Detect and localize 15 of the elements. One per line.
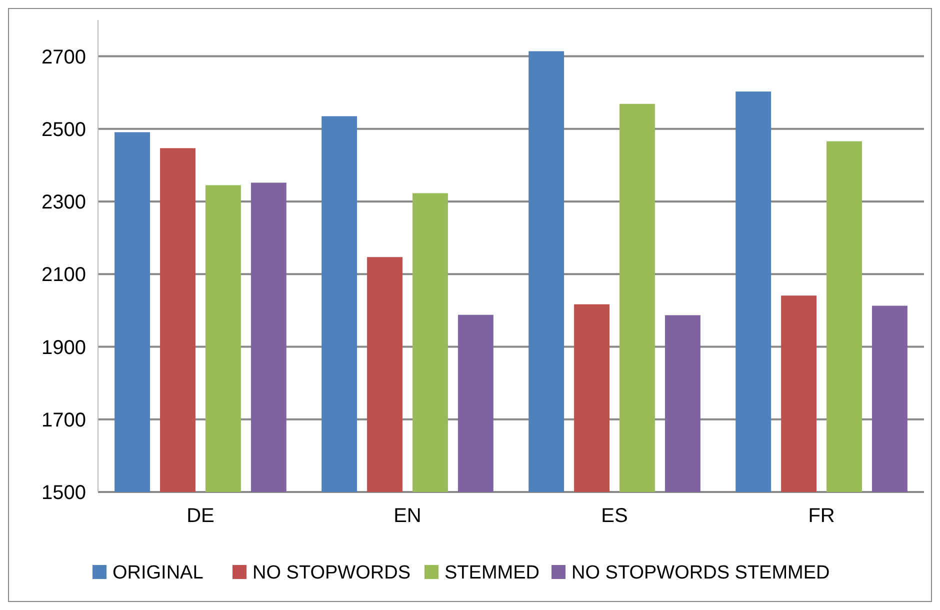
legend-label: ORIGINAL bbox=[112, 562, 204, 584]
legend-label: STEMMED bbox=[444, 562, 540, 584]
y-tick-label: 2100 bbox=[42, 264, 86, 286]
legend-label: NO STOPWORDS STEMMED bbox=[572, 562, 830, 584]
y-tick-label: 1900 bbox=[42, 336, 86, 359]
x-tick-label: ES bbox=[601, 505, 628, 527]
y-tick-label: 1700 bbox=[42, 409, 86, 432]
x-tick-label: DE bbox=[186, 505, 214, 527]
y-tick-label: 2300 bbox=[42, 192, 86, 214]
x-tick-label: FR bbox=[808, 505, 835, 527]
y-tick-label: 2700 bbox=[42, 46, 86, 68]
x-tick-label: EN bbox=[394, 505, 422, 527]
y-tick-label: 1500 bbox=[42, 482, 86, 504]
y-tick-label: 2500 bbox=[42, 118, 86, 141]
legend-label: NO STOPWORDS bbox=[252, 562, 410, 584]
